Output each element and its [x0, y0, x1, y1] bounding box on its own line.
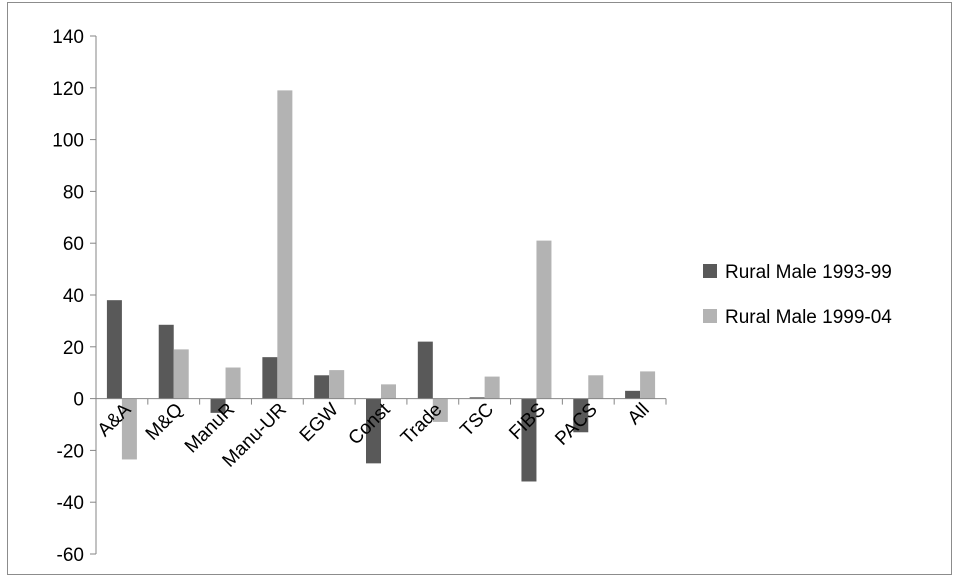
x-category-label: EGW — [296, 399, 343, 446]
bar-series-2 — [588, 375, 604, 399]
bar-series-1 — [366, 398, 381, 464]
bar-series-1 — [417, 341, 433, 399]
bar-series-1 — [210, 398, 226, 413]
bars — [106, 90, 656, 482]
y-tick-label: -40 — [57, 493, 84, 514]
bar-series-1 — [521, 398, 537, 482]
y-tick-label: 120 — [52, 79, 84, 100]
legend-label: Rural Male 1993-99 — [725, 262, 892, 283]
bar-series-2 — [536, 240, 552, 399]
bar-series-2 — [432, 398, 448, 422]
legend-label: Rural Male 1999-04 — [725, 307, 892, 328]
bar-series-2 — [484, 376, 500, 399]
legend: Rural Male 1993-99 Rural Male 1999-04 — [703, 262, 892, 328]
x-category-label: Trade — [397, 399, 446, 448]
x-category-label: TSC — [456, 399, 498, 441]
bar-series-1 — [314, 375, 330, 399]
y-axis: 140 120 100 80 60 40 20 0 -20 -40 -60 — [52, 27, 97, 566]
y-tick-label: 0 — [73, 390, 84, 411]
y-tick-label: 60 — [63, 234, 84, 255]
bar-series-2 — [225, 367, 241, 399]
y-tick-label: 140 — [52, 27, 84, 48]
y-tick-label: 40 — [63, 286, 84, 307]
y-tick-label: -20 — [57, 441, 84, 462]
bar-series-2 — [640, 371, 656, 399]
bar-series-1 — [106, 300, 122, 399]
bar-series-2 — [329, 370, 345, 399]
bar-series-1 — [158, 324, 174, 399]
bar-series-1 — [573, 398, 589, 433]
legend-swatch — [703, 309, 717, 323]
y-tick-label: 100 — [52, 131, 84, 152]
chart-area: 140 120 100 80 60 40 20 0 -20 -40 -60 A&A M&Q ManuR M… — [7, 2, 952, 575]
bar-series-1 — [469, 397, 485, 399]
x-category-label: All — [624, 399, 654, 429]
bar-series-2 — [381, 384, 396, 399]
bar-series-2 — [121, 398, 137, 460]
bar-series-2 — [277, 90, 293, 399]
bar-series-1 — [625, 390, 641, 399]
y-tick-label: -60 — [57, 545, 84, 566]
bar-series-2 — [173, 349, 189, 399]
legend-swatch — [703, 264, 717, 278]
y-tick-label: 80 — [63, 182, 84, 203]
y-tick-label: 20 — [63, 338, 84, 359]
x-category-label: M&Q — [142, 399, 187, 444]
bar-series-1 — [262, 357, 278, 399]
